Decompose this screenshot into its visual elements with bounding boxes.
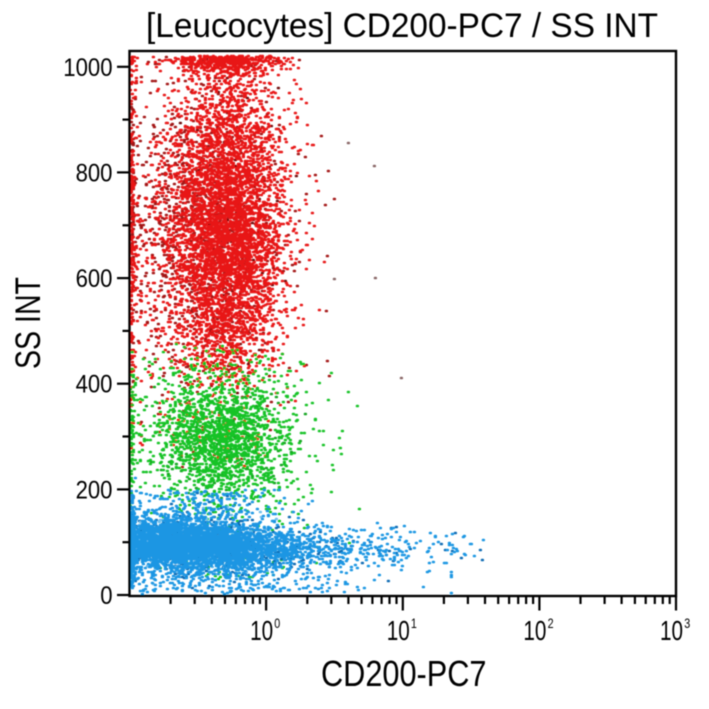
svg-text:10: 10 bbox=[250, 615, 273, 646]
svg-text:2: 2 bbox=[548, 615, 554, 631]
svg-text:1: 1 bbox=[411, 615, 417, 631]
svg-text:600: 600 bbox=[76, 266, 113, 293]
svg-text:400: 400 bbox=[76, 372, 113, 399]
svg-text:SS INT: SS INT bbox=[9, 277, 48, 369]
svg-text:10: 10 bbox=[387, 615, 410, 646]
svg-text:0: 0 bbox=[274, 615, 280, 631]
svg-text:[Leucocytes] CD200-PC7 / SS IN: [Leucocytes] CD200-PC7 / SS INT bbox=[146, 7, 658, 45]
svg-text:800: 800 bbox=[76, 160, 113, 187]
svg-text:1000: 1000 bbox=[63, 55, 112, 82]
svg-text:10: 10 bbox=[660, 615, 683, 646]
svg-text:200: 200 bbox=[76, 477, 113, 504]
svg-text:CD200-PC7: CD200-PC7 bbox=[321, 653, 487, 694]
svg-text:3: 3 bbox=[684, 615, 690, 631]
svg-text:10: 10 bbox=[523, 615, 546, 646]
svg-text:0: 0 bbox=[100, 583, 112, 610]
